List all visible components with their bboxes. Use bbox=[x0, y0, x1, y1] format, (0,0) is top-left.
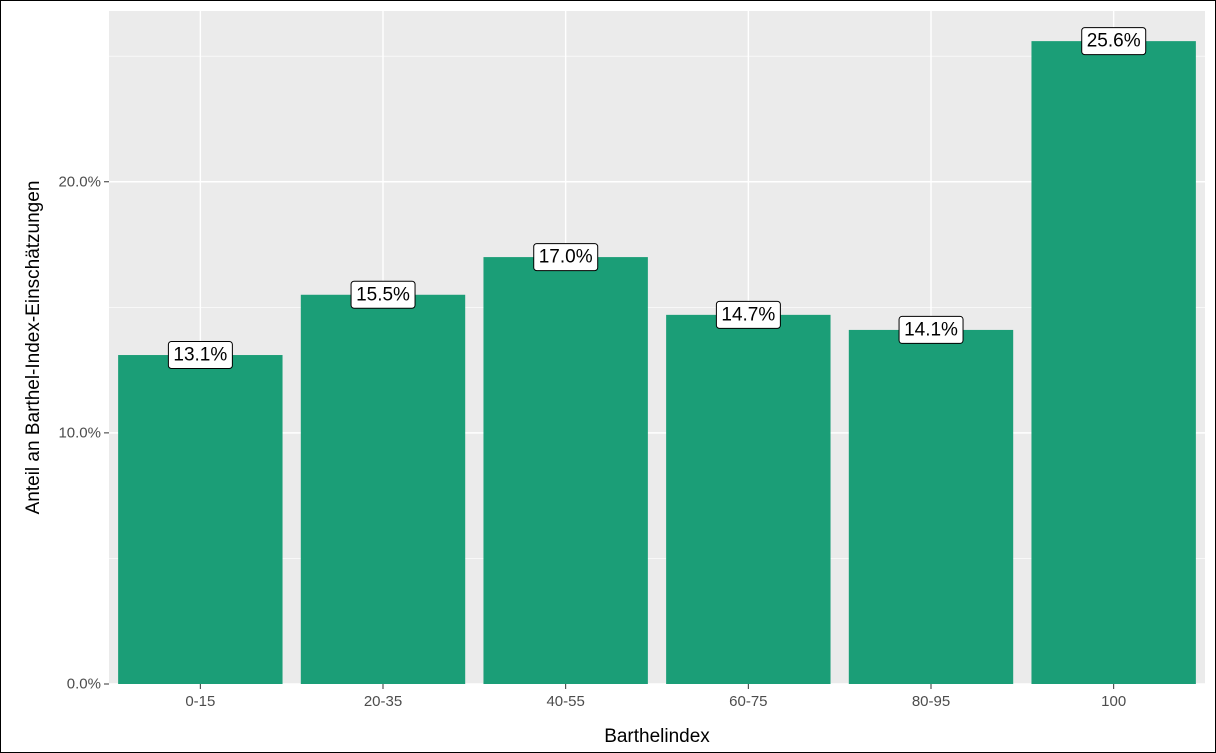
data-label-box bbox=[715, 300, 781, 329]
minor-gridlines bbox=[109, 55, 1205, 559]
y-axis: 0.0% 10.0% 20.0% bbox=[58, 173, 109, 693]
x-tick-label-40-55: 40-55 bbox=[546, 693, 584, 710]
bar-80-95 bbox=[848, 329, 1014, 684]
x-axis-title: Barthelindex bbox=[604, 726, 710, 747]
bar-0-15 bbox=[118, 355, 283, 684]
data-label-box bbox=[167, 341, 233, 370]
data-label-100: 25.6% bbox=[1081, 27, 1147, 56]
x-tick-label-60-75: 60-75 bbox=[729, 693, 767, 710]
bar-100 bbox=[1031, 41, 1196, 684]
data-label-box bbox=[1081, 27, 1147, 56]
data-label-80-95: 14.1% bbox=[898, 315, 964, 344]
bar-60-75 bbox=[666, 314, 831, 684]
data-label-text: 14.7% bbox=[721, 304, 775, 325]
bars bbox=[118, 41, 1196, 684]
x-tick-label-100: 100 bbox=[1101, 693, 1126, 710]
data-label-text: 13.1% bbox=[173, 345, 227, 366]
data-label-40-55: 17.0% bbox=[533, 243, 599, 272]
data-label-box bbox=[533, 243, 599, 272]
data-label-box bbox=[898, 315, 964, 344]
data-labels: 13.1% 15.5% 17.0% 14.7% 14.1% 25.6% bbox=[167, 27, 1147, 370]
data-label-box bbox=[350, 280, 416, 309]
y-axis-title: Anteil an Barthel-Index-Einschätzungen bbox=[23, 181, 44, 515]
y-tick-label: 20.0% bbox=[58, 173, 101, 190]
data-label-text: 25.6% bbox=[1087, 31, 1141, 52]
data-label-text: 14.1% bbox=[904, 319, 958, 340]
x-tick-label-20-35: 20-35 bbox=[364, 693, 402, 710]
bar-40-55 bbox=[483, 257, 648, 684]
data-label-60-75: 14.7% bbox=[715, 300, 781, 329]
data-label-0-15: 13.1% bbox=[167, 341, 233, 370]
x-tick-label-80-95: 80-95 bbox=[912, 693, 950, 710]
data-label-text: 15.5% bbox=[356, 284, 410, 305]
data-label-20-35: 15.5% bbox=[350, 280, 416, 309]
x-tick-label-0-15: 0-15 bbox=[185, 693, 215, 710]
y-tick-label: 10.0% bbox=[58, 424, 101, 441]
plot-panel bbox=[109, 11, 1205, 684]
bar-20-35 bbox=[300, 294, 466, 684]
y-tick-label: 0.0% bbox=[67, 676, 101, 693]
data-label-text: 17.0% bbox=[539, 247, 593, 268]
x-axis: 0-15 20-35 40-55 60-75 80-95 100 bbox=[185, 684, 1126, 710]
